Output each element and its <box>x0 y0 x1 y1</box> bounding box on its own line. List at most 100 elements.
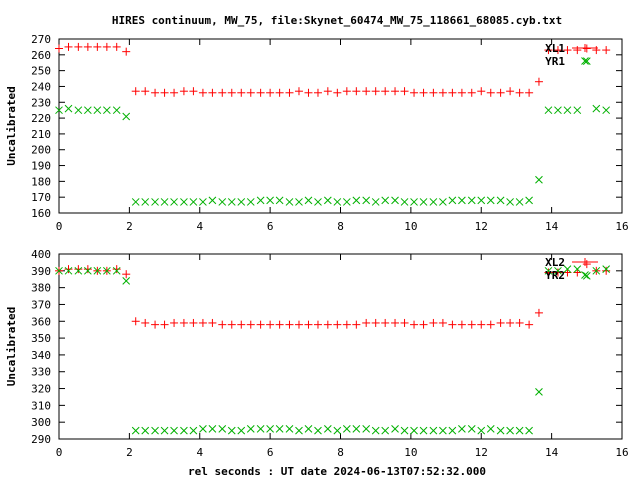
data-point-YR2 <box>602 265 611 273</box>
data-point-YR1 <box>218 198 227 206</box>
data-point-YR2 <box>515 426 524 435</box>
legend-label-YR1: YR1 <box>545 55 565 68</box>
data-point-YR1 <box>429 198 438 206</box>
data-point-XL2 <box>141 318 150 327</box>
data-point-XL1 <box>563 46 572 55</box>
data-point-XL1 <box>467 88 476 97</box>
data-point-YR2 <box>103 266 111 275</box>
data-point-XL1 <box>122 47 131 56</box>
data-point-YR1 <box>439 198 447 206</box>
data-point-YR1 <box>477 196 486 205</box>
data-point-XL2 <box>151 320 160 329</box>
data-point-XL1 <box>275 88 284 97</box>
data-point-YR2 <box>64 266 73 275</box>
x-tick-label: 0 <box>56 446 63 459</box>
data-point-YR2 <box>141 426 150 435</box>
y-tick-label: 240 <box>31 80 51 93</box>
y-tick-label: 320 <box>31 383 51 396</box>
data-point-YR2 <box>400 426 409 435</box>
data-point-YR1 <box>74 106 83 115</box>
x-tick-label: 2 <box>126 446 133 459</box>
data-point-XL2 <box>198 318 207 327</box>
x-tick-label: 4 <box>196 446 203 459</box>
data-point-XL2 <box>170 318 179 327</box>
data-point-YR2 <box>55 266 63 275</box>
data-point-YR2 <box>208 425 217 433</box>
data-point-XL2 <box>189 318 198 327</box>
data-point-YR1 <box>525 196 533 205</box>
data-point-XL1 <box>400 87 409 96</box>
y-tick-label: 250 <box>31 65 51 78</box>
x-tick-label: 14 <box>545 446 559 459</box>
data-point-XL2 <box>438 318 447 327</box>
data-point-XL1 <box>506 87 515 96</box>
data-point-XL1 <box>131 87 140 96</box>
data-point-XL1 <box>448 88 457 97</box>
data-point-YR2 <box>535 388 543 396</box>
data-point-XL1 <box>102 42 111 51</box>
data-point-YR2 <box>573 265 582 273</box>
x-tick-label: 8 <box>337 446 344 459</box>
data-point-YR1 <box>237 198 246 206</box>
data-point-XL1 <box>179 87 188 96</box>
y-tick-label: 270 <box>31 33 51 46</box>
data-point-XL1 <box>208 88 217 97</box>
y-tick-label: 350 <box>31 332 51 345</box>
data-point-YR1 <box>535 175 543 184</box>
data-point-XL1 <box>304 88 313 97</box>
data-point-YR1 <box>563 106 572 115</box>
data-point-YR2 <box>333 426 342 435</box>
data-point-XL2 <box>486 320 495 329</box>
data-point-YR2 <box>131 426 140 435</box>
data-point-YR2 <box>295 426 303 435</box>
data-point-YR2 <box>266 425 274 433</box>
data-point-YR1 <box>266 196 274 205</box>
y-tick-label: 200 <box>31 144 51 157</box>
data-point-XL1 <box>553 46 562 55</box>
data-point-XL1 <box>151 88 160 97</box>
data-point-YR2 <box>419 426 428 435</box>
data-point-XL2 <box>342 320 351 329</box>
data-point-YR1 <box>554 106 562 115</box>
y-tick-label: 330 <box>31 366 51 379</box>
data-point-YR2 <box>352 425 361 433</box>
data-point-XL1 <box>141 87 150 96</box>
data-point-XL2 <box>553 268 562 277</box>
data-point-YR1 <box>141 198 150 206</box>
data-point-YR1 <box>323 196 332 205</box>
legend-label-XL2: XL2 <box>545 256 565 269</box>
data-point-XL2 <box>544 268 553 277</box>
data-point-XL2 <box>208 318 217 327</box>
data-point-XL2 <box>515 318 524 327</box>
data-point-XL1 <box>391 87 400 96</box>
data-point-XL1 <box>74 42 83 51</box>
y-tick-label: 260 <box>31 49 51 62</box>
x-tick-label: 8 <box>337 220 344 233</box>
data-point-YR2 <box>458 425 466 433</box>
data-point-XL1 <box>419 88 428 97</box>
data-point-YR1 <box>515 198 524 206</box>
data-point-XL2 <box>429 318 438 327</box>
data-point-YR1 <box>246 198 255 206</box>
plot-frame <box>58 253 623 440</box>
data-point-YR2 <box>227 426 236 435</box>
data-point-YR2 <box>362 425 371 433</box>
x-tick-label: 10 <box>404 446 417 459</box>
data-point-YR2 <box>391 425 399 433</box>
data-point-YR2 <box>554 266 562 275</box>
data-point-XL2 <box>179 318 188 327</box>
data-point-XL1 <box>573 46 582 55</box>
x-tick-label: 14 <box>545 220 559 233</box>
y-tick-label: 180 <box>31 175 51 188</box>
data-point-YR2 <box>582 272 591 280</box>
data-point-XL2 <box>323 320 332 329</box>
x-tick-label: 0 <box>56 220 63 233</box>
data-point-YR1 <box>103 106 111 115</box>
data-point-YR2 <box>180 426 188 435</box>
data-point-XL2 <box>218 320 227 329</box>
data-point-XL2 <box>122 270 131 279</box>
data-point-XL1 <box>83 42 92 51</box>
data-point-XL1 <box>515 88 524 97</box>
data-point-XL2 <box>381 318 390 327</box>
data-point-XL2 <box>227 320 236 329</box>
